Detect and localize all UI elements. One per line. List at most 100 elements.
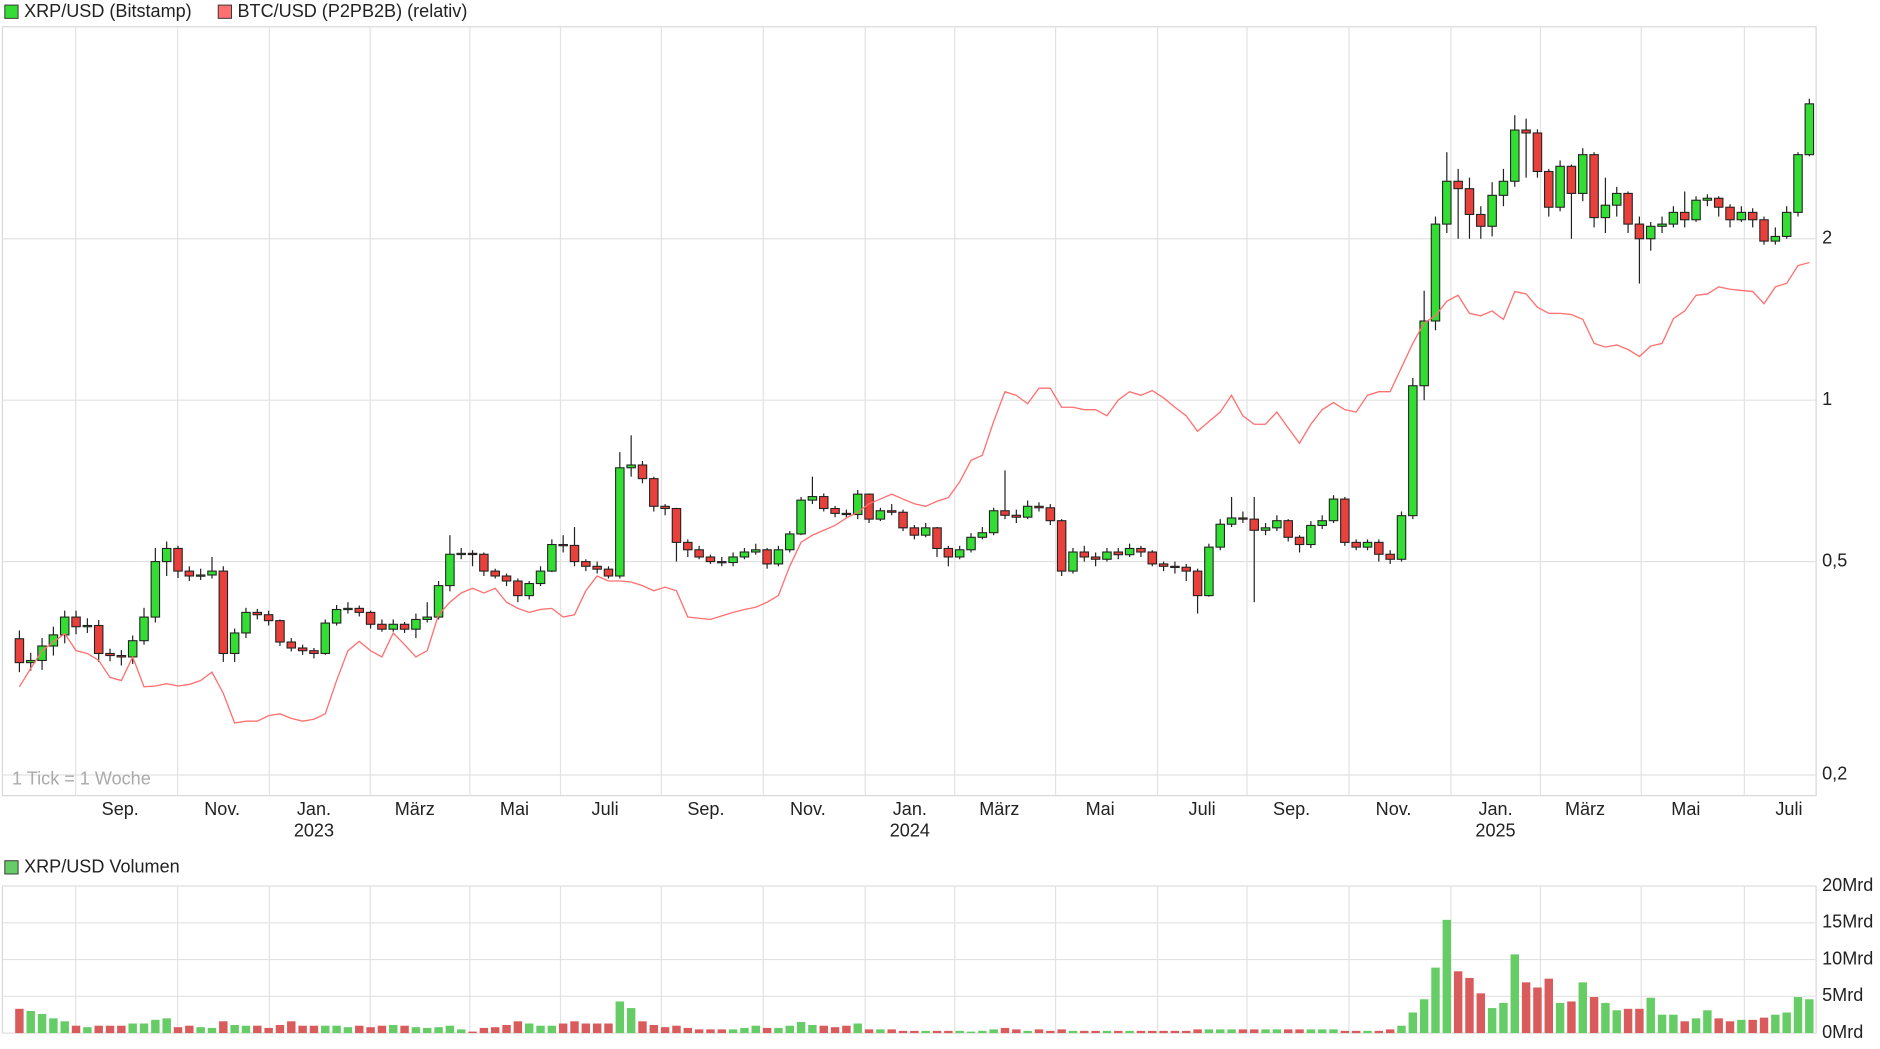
volume-bar	[1771, 1014, 1780, 1034]
candle-body	[1272, 520, 1282, 529]
volume-bar	[1521, 982, 1531, 1034]
candle-body	[286, 641, 297, 649]
x-tick-label: Mai	[1671, 799, 1700, 819]
volume-bar	[819, 1025, 828, 1034]
candle-body	[1170, 565, 1180, 569]
candle-body	[773, 549, 784, 565]
y-tick-label: 0,5	[1822, 550, 1847, 570]
volume-bar	[1182, 1030, 1191, 1034]
volume-bar	[1114, 1030, 1123, 1034]
y-tick-label: 5Mrd	[1822, 985, 1863, 1005]
volume-bar	[955, 1030, 964, 1034]
volume-bar	[1453, 971, 1463, 1034]
x-tick-label: März	[395, 799, 435, 819]
candle-body	[626, 464, 636, 469]
volume-bar	[1408, 1012, 1418, 1034]
volume-bar	[1714, 1018, 1723, 1034]
candle-body	[581, 561, 591, 567]
volume-bar	[1499, 1002, 1508, 1034]
candle-body	[377, 623, 387, 630]
candle-body	[1158, 563, 1169, 567]
volume-bar	[1555, 1002, 1565, 1034]
y-tick-label: 2	[1822, 228, 1832, 248]
volume-bar	[1510, 954, 1520, 1034]
candle-body	[1600, 204, 1611, 219]
volume-bar	[1250, 1029, 1259, 1034]
volume-bar	[49, 1018, 58, 1034]
candle-body	[988, 510, 999, 534]
candle-body	[1464, 188, 1475, 215]
candle-body	[399, 623, 410, 630]
volume-bar	[604, 1023, 613, 1034]
x-tick-label: Mai	[500, 799, 529, 819]
candle-body	[1736, 211, 1747, 221]
volume-bar	[1261, 1029, 1270, 1034]
candle-body	[456, 552, 466, 556]
candle-body	[1566, 165, 1577, 194]
volume-bar	[626, 1008, 636, 1034]
volume-bar	[241, 1025, 251, 1034]
candle-body	[1260, 527, 1271, 531]
candle-body	[241, 611, 251, 634]
volume-bar	[1578, 982, 1587, 1034]
candle-body	[1045, 507, 1056, 522]
volume-bar	[1748, 1019, 1757, 1034]
candle-body	[1124, 547, 1135, 556]
candle-body	[139, 616, 149, 642]
candle-body	[558, 543, 568, 547]
candle-body	[467, 552, 478, 556]
candle-body	[1442, 180, 1452, 225]
candle-body	[784, 533, 795, 551]
legend-label: BTC/USD (P2PB2B) (relativ)	[238, 1, 468, 21]
volume-bar	[1091, 1030, 1100, 1034]
candle-body	[343, 607, 353, 611]
volume-bar	[1465, 977, 1474, 1034]
volume-bar	[502, 1024, 511, 1034]
candle-body	[93, 624, 104, 655]
volume-bar	[490, 1027, 500, 1034]
volume-bar	[321, 1025, 330, 1034]
candle-body	[25, 659, 36, 664]
volume-bar	[389, 1024, 398, 1034]
candle-body	[1747, 211, 1758, 221]
candle-body	[1056, 520, 1067, 572]
candle-body	[59, 616, 70, 636]
candle-body	[116, 655, 127, 658]
candle-body	[1090, 556, 1101, 560]
volume-bar	[1000, 1027, 1010, 1034]
volume-bar	[944, 1030, 953, 1034]
candle-body	[411, 618, 421, 630]
candle-body	[671, 507, 682, 543]
volume-bar	[105, 1025, 115, 1034]
volume-bar	[1227, 1029, 1236, 1034]
candle-body	[1476, 213, 1486, 227]
volume-bar	[287, 1021, 296, 1034]
candle-body	[1623, 192, 1633, 225]
volume-bar	[1487, 1008, 1497, 1034]
volume-bar	[411, 1027, 421, 1034]
volume-bar	[434, 1027, 443, 1034]
x-tick-label: Juli	[1775, 799, 1802, 819]
candle-body	[1328, 498, 1339, 522]
candle-body	[445, 553, 455, 587]
volume-bar	[83, 1027, 92, 1034]
candle-body	[263, 614, 274, 622]
volume-bar	[207, 1027, 217, 1034]
candle-body	[1668, 211, 1679, 225]
volume-bar	[1385, 1029, 1395, 1034]
candle-body	[490, 570, 500, 577]
volume-bar	[660, 1027, 670, 1034]
candle-body	[1521, 129, 1531, 134]
candle-body	[1022, 505, 1033, 518]
volume-bar	[774, 1027, 783, 1034]
x-tick-label: Nov.	[204, 799, 240, 819]
candle-body	[105, 652, 115, 657]
volume-bar	[94, 1025, 103, 1034]
x-tick-label: Juli	[592, 799, 619, 819]
candle-body	[1453, 180, 1463, 190]
candle-body	[1215, 523, 1226, 548]
x-tick-label: Jan.	[893, 799, 927, 819]
volume-bar	[694, 1029, 704, 1034]
